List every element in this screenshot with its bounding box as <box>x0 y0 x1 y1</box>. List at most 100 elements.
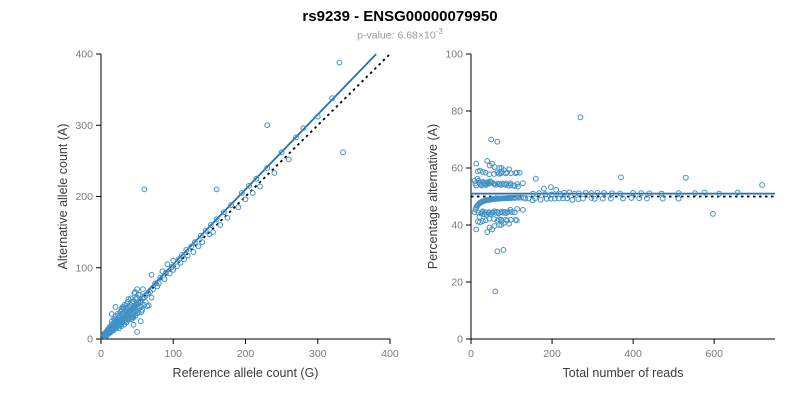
data-point <box>142 299 149 305</box>
data-point <box>710 211 716 217</box>
data-point <box>547 195 554 202</box>
chart-title: rs9239 - ENSG00000079950 <box>302 8 498 25</box>
data-point <box>579 195 586 202</box>
data-point <box>488 136 495 143</box>
data-point <box>617 190 624 197</box>
right-scatter-plot: 0 200 400 600 0 20 40 60 80 100 Total number of re… <box>426 49 775 380</box>
data-point <box>238 190 245 196</box>
data-point <box>646 190 653 197</box>
data-point <box>264 122 271 129</box>
data-point <box>513 169 520 176</box>
data-point <box>543 195 550 202</box>
data-point <box>112 304 119 310</box>
y-tick-label: 0 <box>457 334 463 346</box>
data-point <box>129 298 136 305</box>
y-tick-label: 40 <box>451 220 463 232</box>
data-point <box>285 156 292 163</box>
data-point <box>498 216 504 223</box>
data-point <box>213 186 220 193</box>
data-point <box>577 114 584 121</box>
data-point <box>658 190 665 197</box>
x-tick-label: 100 <box>164 348 182 360</box>
data-point <box>108 321 115 327</box>
y-tick-label: 20 <box>451 277 463 289</box>
data-point <box>116 325 122 332</box>
data-point <box>591 195 598 202</box>
data-point <box>161 276 168 283</box>
y-axis-label: Percentage alternative (A) <box>426 124 440 269</box>
data-point <box>170 257 177 264</box>
data-point <box>601 190 607 196</box>
data-point <box>519 180 526 187</box>
data-point <box>659 195 666 202</box>
data-point <box>494 169 501 176</box>
data-point <box>516 169 523 176</box>
data-point <box>116 322 123 329</box>
data-point <box>249 190 256 196</box>
data-point <box>759 182 765 188</box>
data-point <box>489 160 495 167</box>
data-point <box>609 190 615 197</box>
data-point <box>202 227 209 234</box>
y-tick-label: 100 <box>75 262 93 274</box>
data-point <box>513 217 520 224</box>
data-point <box>192 239 198 246</box>
data-point <box>553 186 560 193</box>
data-point <box>638 190 645 197</box>
data-point <box>164 261 171 268</box>
data-point <box>242 196 249 203</box>
data-point <box>293 134 299 141</box>
data-point <box>486 171 493 178</box>
data-point <box>675 190 682 197</box>
data-point <box>150 286 156 293</box>
data-point <box>644 195 650 202</box>
data-point <box>494 138 501 145</box>
data-point <box>569 197 576 203</box>
x-tick-label: 300 <box>309 348 327 360</box>
data-point <box>484 229 491 236</box>
data-point <box>108 311 115 317</box>
data-point <box>183 247 190 253</box>
data-point <box>155 280 162 287</box>
data-point <box>108 318 115 325</box>
data-point <box>547 184 554 190</box>
data-point <box>515 183 521 190</box>
data-point <box>224 214 231 221</box>
data-point <box>145 302 152 309</box>
data-point <box>582 190 589 196</box>
y-tick-label: 80 <box>451 106 463 118</box>
data-point <box>159 268 166 275</box>
data-point <box>135 291 142 298</box>
data-point <box>541 185 547 192</box>
x-tick-label: 0 <box>468 348 474 360</box>
data-point <box>228 202 234 208</box>
data-point <box>246 182 253 189</box>
data-point <box>473 160 480 167</box>
data-point <box>491 223 498 229</box>
data-point <box>120 305 127 312</box>
data-point <box>522 195 529 202</box>
pvalue-mantissa: 6.68×10 <box>397 29 436 42</box>
y-tick-label: 200 <box>75 191 93 203</box>
data-point <box>530 190 536 197</box>
data-point <box>734 189 741 196</box>
data-point <box>537 196 544 203</box>
data-point <box>607 195 614 202</box>
data-point <box>494 248 501 255</box>
data-point <box>519 206 526 213</box>
y-tick-label: 300 <box>75 120 93 132</box>
data-point <box>628 195 635 201</box>
data-point <box>113 325 120 332</box>
data-point <box>181 256 187 263</box>
data-point <box>103 332 110 339</box>
x-tick-label: 600 <box>705 348 723 360</box>
left-scatter-plot: 0 100 200 300 400 0 100 200 300 400 Reference alle… <box>56 49 399 381</box>
data-point <box>630 190 637 196</box>
data-point <box>479 208 486 215</box>
y-tick-label: 0 <box>87 334 93 346</box>
data-point <box>504 169 510 176</box>
data-point <box>136 304 143 311</box>
data-point <box>300 125 307 131</box>
data-point <box>154 283 161 290</box>
data-point <box>682 174 689 181</box>
